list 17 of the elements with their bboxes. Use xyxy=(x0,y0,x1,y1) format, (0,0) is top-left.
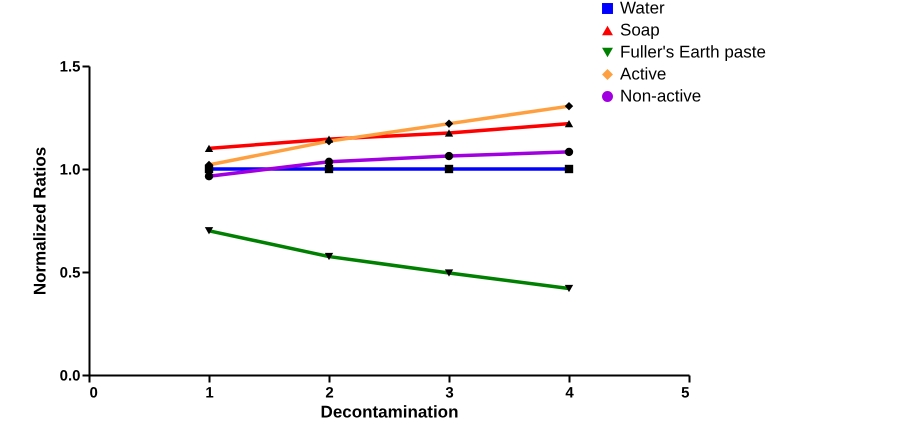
x-tick-label: 4 xyxy=(565,384,574,402)
legend-label: Non-active xyxy=(620,86,702,106)
x-axis-title: Decontamination xyxy=(320,402,458,422)
x-tick-label: 0 xyxy=(90,384,98,402)
x-tick-label: 5 xyxy=(681,384,690,402)
y-axis-title: Normalized Ratios xyxy=(30,146,50,296)
legend-label: Soap xyxy=(620,20,660,40)
y-tick-label: 1.0 xyxy=(60,162,80,178)
x-tick-label: 1 xyxy=(205,384,214,402)
y-tick-label: 0.5 xyxy=(60,264,80,282)
legend-label: Water xyxy=(620,0,666,18)
y-tick-label: 0.0 xyxy=(60,368,80,384)
legend-label: Fuller's Earth paste xyxy=(620,42,766,62)
x-tick-label: 3 xyxy=(445,384,454,402)
y-tick-label: 1.5 xyxy=(60,58,80,76)
legend-label: Active xyxy=(620,64,666,84)
x-tick-label: 2 xyxy=(325,384,334,402)
